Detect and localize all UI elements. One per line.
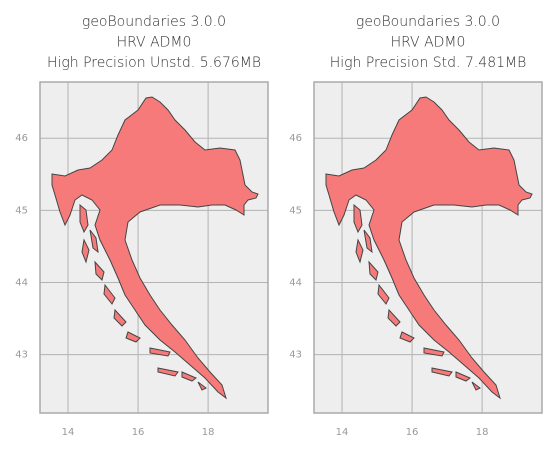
- y-tick-label: 44: [289, 277, 302, 288]
- y-tick-label: 43: [15, 350, 28, 361]
- x-tick-label: 16: [406, 427, 419, 438]
- x-tick-label: 18: [202, 427, 215, 438]
- y-tick-label: 43: [289, 350, 302, 361]
- panel-title: HRV ADM0: [391, 35, 466, 51]
- x-tick-label: 16: [132, 427, 145, 438]
- y-tick-label: 44: [15, 277, 28, 288]
- panel-title: HRV ADM0: [117, 35, 192, 51]
- panel-title: High Precision Unstd. 5.676MB: [47, 55, 261, 71]
- panel-title: High Precision Std. 7.481MB: [330, 55, 527, 71]
- x-tick-label: 18: [476, 427, 489, 438]
- y-tick-label: 46: [15, 133, 28, 144]
- plot-border: [39, 81, 269, 414]
- panel-title: geoBoundaries 3.0.0: [356, 14, 500, 30]
- x-tick-label: 14: [336, 427, 349, 438]
- panel-title: geoBoundaries 3.0.0: [82, 14, 226, 30]
- plot-border: [313, 81, 543, 414]
- y-tick-label: 45: [15, 205, 28, 216]
- y-tick-label: 45: [289, 205, 302, 216]
- y-tick-label: 46: [289, 133, 302, 144]
- x-tick-label: 14: [62, 427, 75, 438]
